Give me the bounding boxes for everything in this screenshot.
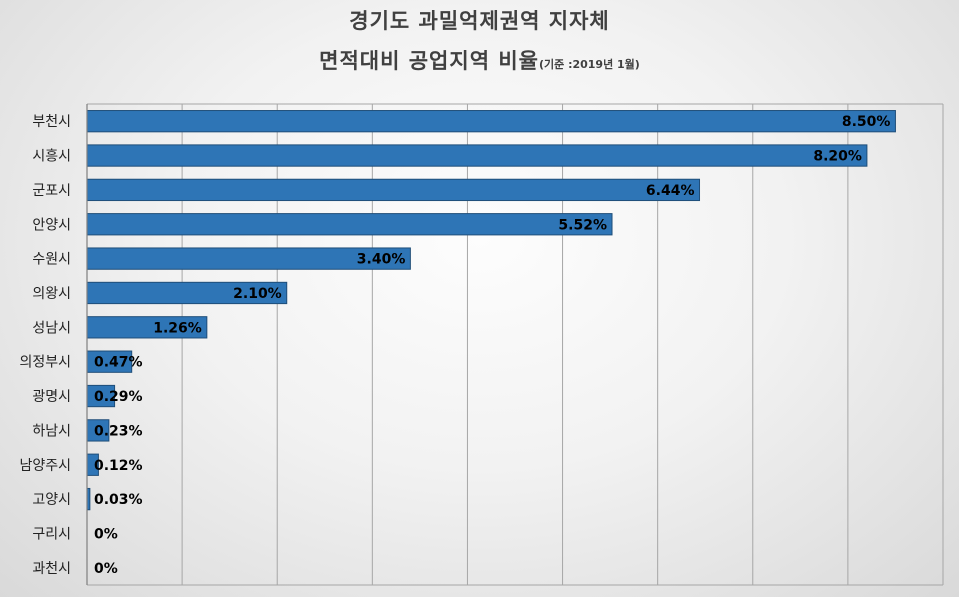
category-label-2: 시흥시 (32, 149, 71, 165)
bar-4 (86, 213, 613, 236)
category-label-6: 의왕시 (32, 286, 71, 302)
chart-title-line2: 면적대비 공업지역 비율(기준 :2019년 1월) (0, 44, 959, 82)
data-label-4: 5.52% (558, 217, 607, 233)
data-label-5: 3.40% (357, 252, 406, 268)
category-label-11: 남양주시 (19, 458, 71, 474)
category-label-4: 안양시 (32, 217, 71, 233)
category-label-8: 의정부시 (19, 355, 71, 371)
data-label-8: 0.47% (94, 355, 143, 371)
data-label-2: 8.20% (813, 149, 862, 165)
category-label-12: 고양시 (32, 492, 71, 508)
category-label-3: 군포시 (32, 183, 71, 199)
data-label-10: 0.23% (94, 423, 143, 439)
chart-title: 경기도 과밀억제권역 지자체 면적대비 공업지역 비율(기준 :2019년 1월… (0, 6, 959, 82)
category-label-1: 부천시 (32, 114, 71, 130)
data-label-1: 8.50% (842, 114, 891, 130)
bar-2 (86, 144, 868, 167)
label-layer: 부천시 8.50% 시흥시 8.20% 군포시 6.44% 안양시 5.52% 수원시 3.40%… (19, 114, 890, 577)
data-label-14: 0% (94, 561, 118, 577)
data-label-11: 0.12% (94, 458, 143, 474)
category-label-10: 하남시 (32, 423, 71, 439)
grid-layer (86, 103, 944, 586)
category-label-14: 과천시 (32, 561, 71, 577)
category-label-7: 성남시 (32, 320, 71, 336)
data-label-6: 2.10% (233, 286, 282, 302)
chart-title-line1: 경기도 과밀억제권역 지자체 (349, 9, 610, 33)
data-label-12: 0.03% (94, 492, 143, 508)
data-label-13: 0% (94, 526, 118, 542)
chart-title-note: (기준 :2019년 1월) (538, 58, 640, 71)
bar-layer (86, 110, 896, 511)
bar-1 (86, 110, 896, 133)
data-label-7: 1.26% (153, 320, 202, 336)
data-label-3: 6.44% (646, 183, 695, 199)
data-label-9: 0.29% (94, 389, 143, 405)
chart-title-main: 면적대비 공업지역 비율 (319, 49, 539, 73)
category-label-13: 구리시 (32, 526, 71, 542)
bar-3 (86, 178, 701, 202)
category-label-5: 수원시 (32, 252, 71, 268)
category-label-9: 광명시 (32, 389, 71, 405)
